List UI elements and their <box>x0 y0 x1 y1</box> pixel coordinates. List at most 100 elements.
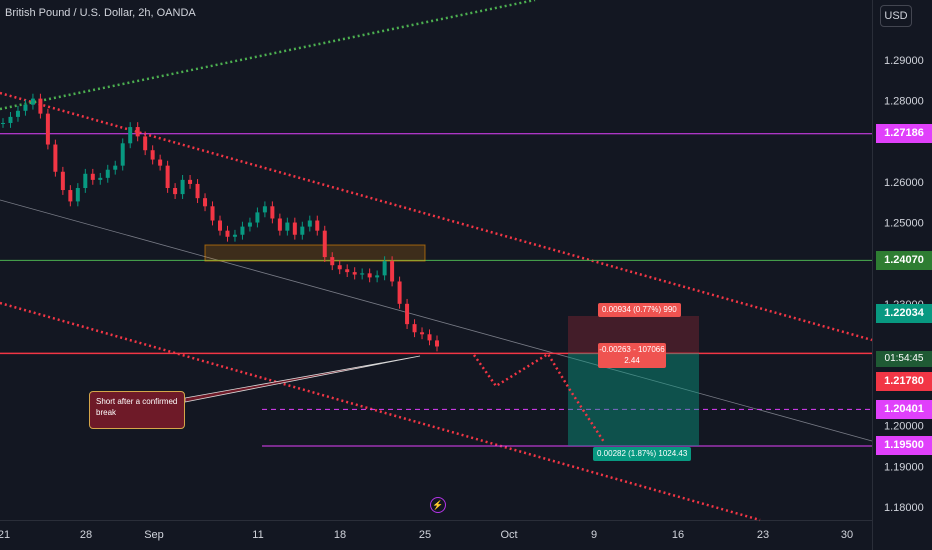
candle-body <box>405 303 410 325</box>
price-tag-entry: 1.21780 <box>876 372 932 391</box>
candle-body <box>307 220 312 227</box>
candle-body <box>322 230 327 258</box>
candle-body <box>45 113 50 145</box>
price-tick-label: 1.20000 <box>884 421 924 433</box>
position-info-line2: 2.44 <box>624 356 640 365</box>
target-zone <box>568 353 699 446</box>
candle-body <box>285 222 290 231</box>
price-tick-label: 1.18000 <box>884 502 924 514</box>
candle-body <box>240 226 245 235</box>
time-tick-label: 18 <box>334 529 346 541</box>
candle-body <box>218 220 222 231</box>
candle-body <box>128 127 133 144</box>
candle-body <box>203 198 208 207</box>
candle-body <box>390 261 395 282</box>
red-trendline-lower <box>0 301 761 522</box>
annotation-callout[interactable]: Short after a confirmed break <box>89 391 185 429</box>
time-tick-label: 25 <box>419 529 431 541</box>
candle-body <box>98 177 103 180</box>
candle-body <box>247 222 252 227</box>
price-tick-label: 1.25000 <box>884 218 924 230</box>
candle-body <box>255 212 260 223</box>
lightning-icon[interactable]: ⚡ <box>430 497 446 513</box>
candle-body <box>173 188 178 195</box>
candle-body <box>83 173 88 189</box>
price-tag-target1: 1.20401 <box>876 400 932 419</box>
candle-body <box>195 183 200 199</box>
candle-body <box>367 273 372 278</box>
candle-body <box>158 159 163 166</box>
time-tick-label: Sep <box>144 529 164 541</box>
consolidation-zone <box>204 244 426 262</box>
candle-body <box>345 269 350 273</box>
candle-body <box>375 275 380 278</box>
candle-body <box>382 261 387 276</box>
position-info-line1: -0.00263 - 107066 <box>599 345 665 354</box>
time-tick-label: 21 <box>0 529 10 541</box>
candle-body <box>120 143 125 166</box>
bar-countdown: 01:54:45 <box>876 351 932 367</box>
price-tick-label: 1.26000 <box>884 177 924 189</box>
candle-body <box>38 98 43 114</box>
candle-body <box>8 116 13 123</box>
candle-body <box>225 230 230 237</box>
candle-body <box>337 265 342 270</box>
candle-body <box>53 144 58 172</box>
time-tick-label: Oct <box>500 529 517 541</box>
candle-body <box>270 206 275 219</box>
time-tick-label: 28 <box>80 529 92 541</box>
candle-body <box>68 190 73 202</box>
candle-body <box>262 206 267 213</box>
price-tag-last: 1.22034 <box>876 304 932 323</box>
candle-body <box>180 179 185 195</box>
price-tick-label: 1.28000 <box>884 96 924 108</box>
candle-body <box>143 136 148 151</box>
candle-body <box>188 179 193 184</box>
time-tick-label: 16 <box>672 529 684 541</box>
candle-body <box>300 226 305 235</box>
candle-body <box>435 340 439 347</box>
price-tag-resistance: 1.27186 <box>876 124 932 143</box>
take-profit-label: 0.00282 (1.87%) 1024.43 <box>593 447 692 461</box>
time-tick-label: 23 <box>757 529 769 541</box>
price-tag-target2: 1.19500 <box>876 436 932 455</box>
callout-pointer <box>184 355 421 403</box>
candle-body <box>412 324 417 333</box>
price-tag-support: 1.24070 <box>876 251 932 270</box>
candle-body <box>210 206 215 221</box>
time-tick-label: 30 <box>841 529 853 541</box>
grey-trendline <box>0 199 873 442</box>
candle-body <box>15 110 20 117</box>
stop-loss-label: 0.00934 (0.77%) 990 <box>598 303 681 317</box>
green-trendline <box>0 0 536 111</box>
candle-body <box>23 104 28 111</box>
chart-title: British Pound / U.S. Dollar, 2h, OANDA <box>5 7 196 19</box>
time-tick-label: 11 <box>252 529 263 541</box>
position-info-label: -0.00263 - 107066 2.44 <box>598 343 666 368</box>
candle-body <box>315 220 320 231</box>
candle-body <box>292 222 297 235</box>
candle-body <box>60 171 65 191</box>
candle-body <box>232 234 237 237</box>
candle-body <box>113 165 118 170</box>
candle-body <box>105 169 110 178</box>
candle-body <box>277 218 282 231</box>
candle-body <box>427 334 432 341</box>
time-tick-label: 9 <box>591 529 597 541</box>
price-tick-label: 1.19000 <box>884 461 924 473</box>
candle-body <box>330 257 335 266</box>
candle-body <box>90 173 95 180</box>
candle-body <box>135 127 140 137</box>
candle-body <box>165 165 170 189</box>
projected-path <box>472 352 606 443</box>
candle-body <box>150 150 155 160</box>
candle-body <box>1 122 5 124</box>
candle-body <box>30 98 35 105</box>
candle-body <box>352 272 357 275</box>
currency-button[interactable]: USD <box>880 5 912 27</box>
candle-body <box>397 281 402 304</box>
candle-body <box>420 332 425 335</box>
candle-body <box>360 273 365 275</box>
